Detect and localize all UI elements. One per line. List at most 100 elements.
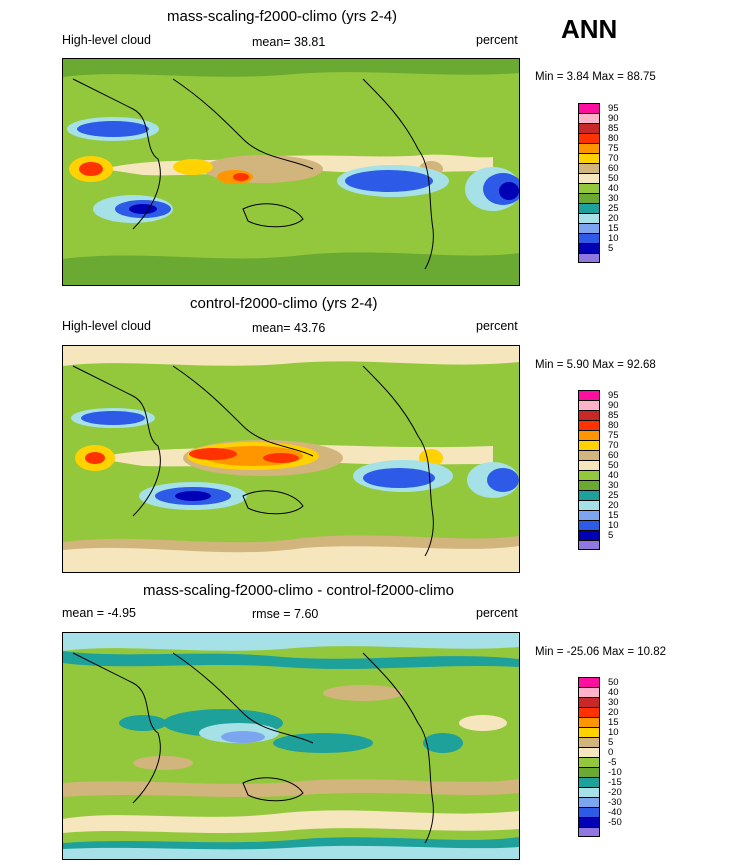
season-label: ANN — [561, 14, 618, 44]
panel-2-swatch-13 — [578, 510, 600, 520]
panel-3-swatch-10 — [578, 767, 600, 777]
panel-3-cbar-label: -50 — [608, 817, 622, 828]
panel-1-cbar-label: 80 — [608, 133, 619, 144]
panel-3-swatch-2 — [578, 687, 600, 697]
panel-2-cbar-label: 25 — [608, 490, 619, 501]
panel-1-swatch-4 — [578, 133, 600, 143]
panel-1-cbar-label: 85 — [608, 123, 619, 134]
panel-3-units-label: percent — [476, 606, 518, 620]
panel-1-swatch-11 — [578, 203, 600, 213]
panel-3-cbar-label: -5 — [608, 757, 617, 768]
panel-1-mean-label: mean= 38.81 — [252, 35, 326, 49]
panel-1-cbar-label: 10 — [608, 233, 619, 244]
panel-3-cbar-label: -30 — [608, 797, 622, 808]
panel-1-swatch-1 — [578, 103, 600, 113]
panel-1-swatch-10 — [578, 193, 600, 203]
panel-2-title: control-f2000-climo (yrs 2-4) — [190, 295, 378, 312]
panel-1-cbar-label: 30 — [608, 193, 619, 204]
panel-1-cbar-label: 90 — [608, 113, 619, 124]
panel-2-colorbar — [578, 390, 600, 550]
panel-1-cbar-label: 25 — [608, 203, 619, 214]
panel-3-swatch-6 — [578, 727, 600, 737]
panel-3-title: mass-scaling-f2000-climo - control-f2000… — [143, 582, 454, 599]
panel-2-swatch-8 — [578, 460, 600, 470]
panel-2-cbar-label: 75 — [608, 430, 619, 441]
panel-1-swatch-8 — [578, 173, 600, 183]
panel-3-colorbar — [578, 677, 600, 837]
panel-1-swatch-6 — [578, 153, 600, 163]
panel-2-cbar-label: 20 — [608, 500, 619, 511]
panel-1-swatch-3 — [578, 123, 600, 133]
panel-3-swatch-12 — [578, 787, 600, 797]
panel-3-cbar-label: 40 — [608, 687, 619, 698]
panel-2-swatch-6 — [578, 440, 600, 450]
panel-3-cbar-label: 50 — [608, 677, 619, 688]
panel-2-cbar-label: 40 — [608, 470, 619, 481]
panel-1-cbar-label: 20 — [608, 213, 619, 224]
panel-3-cbar-label: 20 — [608, 707, 619, 718]
panel-1-swatch-5 — [578, 143, 600, 153]
panel-3-cbar-label: 5 — [608, 737, 614, 748]
panel-2-swatch-12 — [578, 500, 600, 510]
panel-1-swatch-16 — [578, 253, 600, 263]
panel-2-swatch-7 — [578, 450, 600, 460]
panel-2-cbar-label: 70 — [608, 440, 619, 451]
panel-1-cbar-label: 70 — [608, 153, 619, 164]
panel-2-swatch-14 — [578, 520, 600, 530]
panel-3-swatch-13 — [578, 797, 600, 807]
panel-3-minmax: Min = -25.06 Max = 10.82 — [535, 646, 667, 658]
panel-1-cbar-label: 50 — [608, 173, 619, 184]
panel-3-mean-label: mean = -4.95 — [62, 606, 137, 620]
panel-3-swatch-7 — [578, 737, 600, 747]
panel-1-units-label: percent — [476, 33, 518, 47]
panel-2-mean-label: mean= 43.76 — [252, 321, 326, 335]
panel-2-units-label: percent — [476, 319, 518, 333]
panel-2-cbar-label: 60 — [608, 450, 619, 461]
panel-1-cbar-label: 40 — [608, 183, 619, 194]
panel-2-swatch-10 — [578, 480, 600, 490]
panel-3-map — [62, 632, 520, 860]
panel-2-swatch-3 — [578, 410, 600, 420]
panel-1-swatch-13 — [578, 223, 600, 233]
panel-3-cbar-label: 15 — [608, 717, 619, 728]
panel-1-cbar-label: 5 — [608, 243, 614, 254]
panel-1-swatch-12 — [578, 213, 600, 223]
panel-3-swatch-3 — [578, 697, 600, 707]
panel-3-swatch-4 — [578, 707, 600, 717]
panel-3-cbar-label: 10 — [608, 727, 619, 738]
panel-3-swatch-5 — [578, 717, 600, 727]
panel-2-cbar-label: 95 — [608, 390, 619, 401]
panel-1-swatch-14 — [578, 233, 600, 243]
panel-1-title: mass-scaling-f2000-climo (yrs 2-4) — [167, 8, 398, 25]
panel-3-cbar-label: 0 — [608, 747, 614, 758]
panel-2-cbar-label: 90 — [608, 400, 619, 411]
panel-2-cbar-label: 30 — [608, 480, 619, 491]
panel-1-minmax: Min = 3.84 Max = 88.75 — [535, 71, 656, 83]
panel-3-swatch-14 — [578, 807, 600, 817]
panel-2-cbar-label: 5 — [608, 530, 614, 541]
panel-2-swatch-16 — [578, 540, 600, 550]
panel-3-cbar-label: -20 — [608, 787, 622, 798]
panel-2-variable-label: High-level cloud — [62, 319, 151, 333]
panel-2-swatch-11 — [578, 490, 600, 500]
panel-1-cbar-label: 15 — [608, 223, 619, 234]
panel-1-swatch-2 — [578, 113, 600, 123]
panel-2-swatch-5 — [578, 430, 600, 440]
panel-3-cbar-label: -15 — [608, 777, 622, 788]
panel-3-swatch-16 — [578, 827, 600, 837]
panel-2-swatch-4 — [578, 420, 600, 430]
panel-2-cbar-label: 80 — [608, 420, 619, 431]
panel-1-swatch-7 — [578, 163, 600, 173]
panel-3-rmse-label: rmse = 7.60 — [252, 607, 319, 621]
panel-1-swatch-15 — [578, 243, 600, 253]
panel-2-minmax: Min = 5.90 Max = 92.68 — [535, 359, 656, 371]
panel-2-map — [62, 345, 520, 573]
panel-3-swatch-15 — [578, 817, 600, 827]
panel-2-swatch-1 — [578, 390, 600, 400]
panel-1-cbar-label: 75 — [608, 143, 619, 154]
panel-2-cbar-label: 50 — [608, 460, 619, 471]
panel-2-swatch-9 — [578, 470, 600, 480]
panel-1-variable-label: High-level cloud — [62, 33, 151, 47]
panel-3-cbar-label: -10 — [608, 767, 622, 778]
panel-1-swatch-9 — [578, 183, 600, 193]
